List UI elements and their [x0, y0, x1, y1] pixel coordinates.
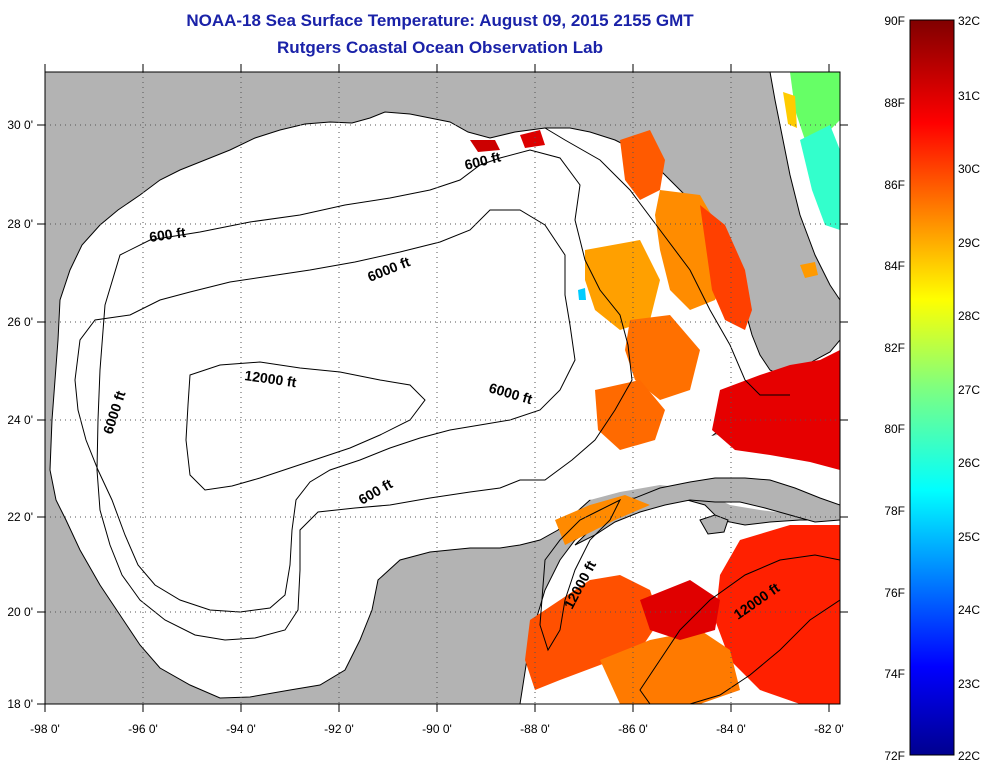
colorbar-c-label: 24C — [958, 603, 980, 617]
lon-label: -86 0' — [618, 722, 648, 736]
graticule — [45, 72, 840, 704]
colorbar-c-label: 28C — [958, 309, 980, 323]
lon-label: -82 0' — [814, 722, 844, 736]
lat-label: 28 0' — [7, 217, 33, 231]
colorbar-c-label: 30C — [958, 162, 980, 176]
colorbar — [909, 19, 955, 756]
colorbar-c-label: 23C — [958, 677, 980, 691]
contour-12000ft-caribbean — [639, 554, 840, 704]
colorbar-f-label: 90F — [884, 14, 905, 28]
colorbar-f-label: 88F — [884, 96, 905, 110]
colorbar-f-label: 74F — [884, 667, 905, 681]
colorbar-c-label: 29C — [958, 236, 980, 250]
lon-label: -88 0' — [520, 722, 550, 736]
lat-label: 20 0' — [7, 605, 33, 619]
lon-label: -92 0' — [324, 722, 354, 736]
colorbar-f-label: 86F — [884, 178, 905, 192]
lat-label: 26 0' — [7, 315, 33, 329]
lon-label: -96 0' — [128, 722, 158, 736]
chart-subtitle: Rutgers Coastal Ocean Observation Lab — [277, 38, 603, 57]
contour-12000ft-yucatan — [539, 498, 622, 652]
lat-label: 30 0' — [7, 118, 33, 132]
lat-label: 18 0' — [7, 697, 33, 711]
lon-label: -84 0' — [716, 722, 746, 736]
colorbar-c-label: 32C — [958, 14, 980, 28]
colorbar-c-label: 22C — [958, 749, 980, 763]
colorbar-f-label: 72F — [884, 749, 905, 763]
lat-label: 24 0' — [7, 413, 33, 427]
chart-title: NOAA-18 Sea Surface Temperature: August … — [186, 11, 694, 30]
colorbar-c-label: 31C — [958, 89, 980, 103]
colorbar-c-label: 25C — [958, 530, 980, 544]
lat-label: 22 0' — [7, 510, 33, 524]
contour-label-12000-center: 12000 ft — [244, 367, 298, 390]
colorbar-f-label: 80F — [884, 422, 905, 436]
contour-label-600-west: 600 ft — [148, 224, 187, 245]
colorbar-f-label: 84F — [884, 259, 905, 273]
colorbar-c-label: 26C — [958, 456, 980, 470]
isla-juventud-land — [699, 514, 729, 535]
colorbar-f-label: 82F — [884, 341, 905, 355]
contour-6000ft — [74, 209, 576, 613]
lon-label: -98 0' — [30, 722, 60, 736]
colorbar-f-label: 78F — [884, 504, 905, 518]
contour-12000ft — [185, 361, 426, 491]
sst-data-patches — [470, 72, 840, 704]
bathymetry-contours — [74, 127, 840, 704]
lon-label: -94 0' — [226, 722, 256, 736]
colorbar-f-label: 76F — [884, 586, 905, 600]
map-frame — [44, 71, 841, 705]
cuba-land — [574, 477, 840, 546]
contour-shelf-florida — [544, 127, 790, 396]
axis-ticks — [37, 64, 848, 712]
lon-label: -90 0' — [422, 722, 452, 736]
contour-600ft — [96, 149, 633, 641]
colorbar-c-label: 27C — [958, 383, 980, 397]
